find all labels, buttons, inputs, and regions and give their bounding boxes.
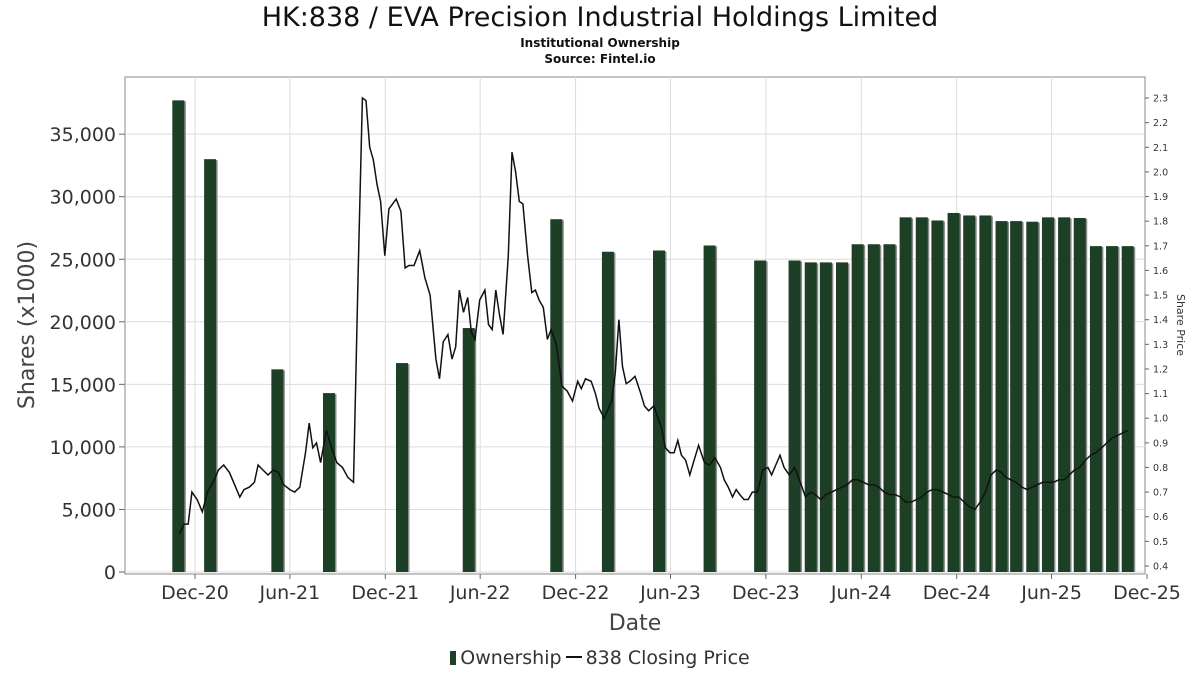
y2-tick-label: 2.1 bbox=[1153, 143, 1168, 154]
y-tick-label: 25,000 bbox=[50, 249, 116, 271]
y2-tick-label: 1.3 bbox=[1153, 340, 1168, 351]
bar bbox=[1010, 221, 1023, 573]
y-tick-label: 15,000 bbox=[50, 374, 116, 396]
y2-tick-label: 1.2 bbox=[1153, 364, 1168, 375]
y-tick-label: 35,000 bbox=[50, 124, 116, 146]
x-tick-label: Dec-20 bbox=[161, 582, 229, 604]
y2-tick-label: 1.0 bbox=[1153, 414, 1168, 425]
bar bbox=[172, 100, 185, 573]
y2-tick-label: 2.0 bbox=[1153, 167, 1168, 178]
x-tick-label: Jun-25 bbox=[1020, 582, 1082, 604]
bar bbox=[819, 262, 832, 572]
y2-tick-label: 0.8 bbox=[1153, 463, 1168, 474]
bar bbox=[1121, 246, 1134, 572]
bar bbox=[788, 260, 801, 572]
price-line bbox=[178, 96, 1129, 535]
bar bbox=[804, 262, 817, 572]
bar bbox=[204, 159, 217, 573]
y2-tick-label: 1.6 bbox=[1153, 266, 1168, 277]
x-tick-label: Jun-22 bbox=[449, 582, 511, 604]
x-tick-label: Jun-21 bbox=[259, 582, 321, 604]
y-tick-label: 20,000 bbox=[50, 312, 116, 334]
bar bbox=[601, 251, 614, 572]
legend-swatch-ownership bbox=[450, 651, 457, 665]
y2-axis-title: Share Price bbox=[1174, 294, 1187, 356]
legend: Ownership 838 Closing Price bbox=[0, 647, 1200, 669]
bar bbox=[1106, 246, 1119, 572]
y2-tick-label: 1.9 bbox=[1153, 192, 1168, 203]
y2-tick-label: 2.2 bbox=[1153, 118, 1168, 129]
bar bbox=[653, 250, 666, 573]
bar bbox=[931, 220, 944, 572]
bar bbox=[703, 245, 716, 572]
x-tick-label: Dec-24 bbox=[923, 582, 991, 604]
y2-tick-label: 1.8 bbox=[1153, 217, 1168, 228]
bar bbox=[1041, 217, 1054, 573]
bar bbox=[899, 217, 912, 573]
y-tick-label: 10,000 bbox=[50, 437, 116, 459]
x-tick-label: Dec-22 bbox=[542, 582, 610, 604]
bar bbox=[1058, 217, 1071, 573]
y-axis-title: Shares (x1000) bbox=[15, 241, 40, 409]
y2-tick-label: 1.1 bbox=[1153, 389, 1168, 400]
bar bbox=[271, 369, 284, 572]
y2-tick-label: 2.3 bbox=[1153, 94, 1168, 105]
bar bbox=[979, 215, 992, 572]
legend-swatch-price bbox=[565, 656, 582, 658]
y2-tick-label: 1.7 bbox=[1153, 241, 1168, 252]
chart-source: Source: Fintel.io bbox=[544, 52, 656, 66]
x-axis-title: Date bbox=[609, 611, 662, 636]
bar bbox=[836, 262, 849, 572]
legend-label-ownership: Ownership bbox=[460, 647, 562, 669]
y2-tick-label: 0.6 bbox=[1153, 512, 1168, 523]
bar bbox=[851, 244, 864, 572]
x-tick-label: Dec-25 bbox=[1113, 582, 1181, 604]
x-tick-label: Jun-23 bbox=[639, 582, 701, 604]
bar bbox=[963, 215, 976, 572]
bar bbox=[883, 244, 896, 572]
chart-title: HK:838 / EVA Precision Industrial Holdin… bbox=[261, 2, 939, 33]
bar bbox=[1089, 246, 1102, 572]
y2-tick-label: 0.5 bbox=[1153, 537, 1168, 548]
y-tick-label: 0 bbox=[104, 562, 116, 584]
x-tick-label: Dec-23 bbox=[732, 582, 800, 604]
bar bbox=[915, 217, 928, 573]
bar bbox=[947, 212, 960, 572]
bar bbox=[995, 221, 1008, 573]
x-tick-label: Dec-21 bbox=[351, 582, 419, 604]
bar bbox=[462, 328, 475, 572]
bar bbox=[1073, 217, 1086, 573]
bar bbox=[1026, 221, 1039, 572]
bar bbox=[395, 363, 408, 572]
y2-tick-label: 0.7 bbox=[1153, 488, 1168, 499]
bar bbox=[550, 219, 563, 572]
bar bbox=[322, 393, 335, 572]
y-tick-label: 5,000 bbox=[62, 499, 116, 521]
chart-subtitle: Institutional Ownership bbox=[520, 36, 680, 50]
y2-tick-label: 0.4 bbox=[1153, 562, 1168, 573]
bar bbox=[867, 244, 880, 572]
y2-tick-label: 0.9 bbox=[1153, 438, 1168, 449]
y2-tick-label: 1.4 bbox=[1153, 315, 1168, 326]
bar bbox=[754, 260, 767, 572]
y-tick-label: 30,000 bbox=[50, 187, 116, 209]
x-tick-label: Jun-24 bbox=[830, 582, 892, 604]
legend-label-price: 838 Closing Price bbox=[585, 647, 750, 669]
y2-tick-label: 1.5 bbox=[1153, 291, 1168, 302]
